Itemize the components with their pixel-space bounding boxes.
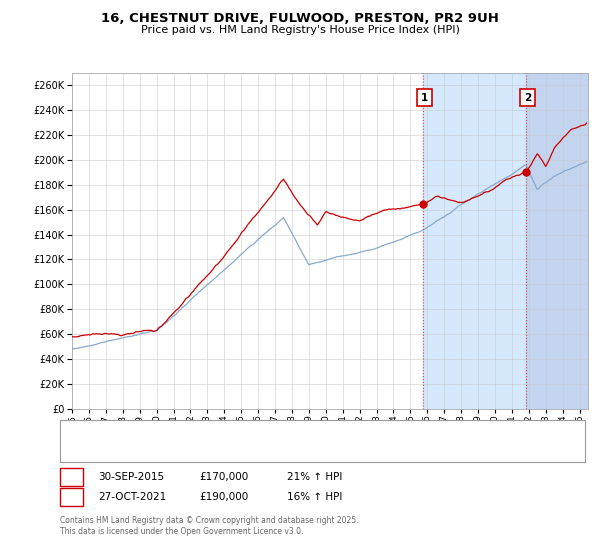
Text: Price paid vs. HM Land Registry's House Price Index (HPI): Price paid vs. HM Land Registry's House …	[140, 25, 460, 35]
Bar	[526, 73, 588, 409]
Text: 2: 2	[68, 492, 75, 502]
Text: 30-SEP-2015: 30-SEP-2015	[98, 472, 164, 482]
Text: 1: 1	[421, 93, 428, 102]
Text: 16, CHESTNUT DRIVE, FULWOOD, PRESTON, PR2 9UH (semi-detached house): 16, CHESTNUT DRIVE, FULWOOD, PRESTON, PR…	[99, 428, 446, 437]
Text: HPI: Average price, semi-detached house, Preston: HPI: Average price, semi-detached house,…	[99, 446, 325, 455]
Text: £170,000: £170,000	[200, 472, 249, 482]
Bar	[526, 73, 588, 409]
Text: 16% ↑ HPI: 16% ↑ HPI	[287, 492, 342, 502]
Bar	[423, 73, 526, 409]
Text: 2: 2	[524, 93, 531, 102]
Text: 1: 1	[68, 472, 75, 482]
Text: 27-OCT-2021: 27-OCT-2021	[98, 492, 166, 502]
Bar	[526, 73, 588, 409]
Bar	[423, 73, 526, 409]
Bar	[423, 73, 588, 409]
Text: 16, CHESTNUT DRIVE, FULWOOD, PRESTON, PR2 9UH: 16, CHESTNUT DRIVE, FULWOOD, PRESTON, PR…	[101, 12, 499, 25]
Text: £190,000: £190,000	[200, 492, 249, 502]
Text: Contains HM Land Registry data © Crown copyright and database right 2025.
This d: Contains HM Land Registry data © Crown c…	[60, 516, 359, 536]
Text: 21% ↑ HPI: 21% ↑ HPI	[287, 472, 342, 482]
